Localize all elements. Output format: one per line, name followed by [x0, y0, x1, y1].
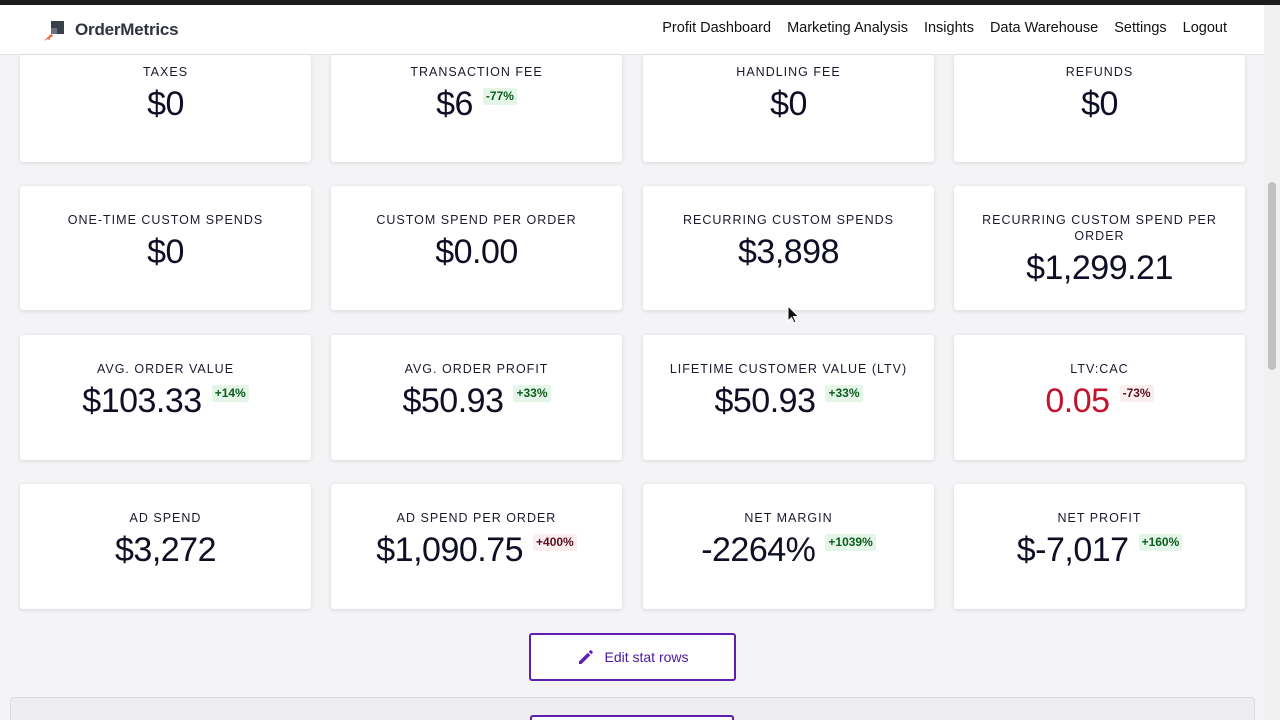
stat-card: Net Margin -2264% +1039%: [643, 484, 934, 609]
bottom-panel: [10, 697, 1255, 720]
stat-card: Avg. Order Profit $50.93 +33%: [331, 335, 622, 460]
stat-value-row: $3,898: [643, 232, 934, 272]
stat-card: Refunds $0: [954, 55, 1245, 162]
stat-change-badge: +400%: [533, 534, 577, 551]
main-nav: Profit Dashboard Marketing Analysis Insi…: [646, 20, 1227, 36]
stat-value: $1,299.21: [1026, 249, 1173, 287]
stat-label: Ad Spend Per Order: [396, 511, 557, 525]
stat-value: $0: [147, 85, 184, 123]
stat-value: $6: [436, 85, 473, 123]
edit-stat-rows-label: Edit stat rows: [604, 649, 689, 665]
stat-card: Taxes $0: [20, 55, 311, 162]
nav-profit-dashboard[interactable]: Profit Dashboard: [662, 20, 772, 36]
stat-label: Avg. Order Value: [96, 362, 235, 376]
stat-change-badge: -77%: [482, 88, 517, 105]
stat-card: Custom Spend Per Order $0.00: [331, 186, 622, 310]
stat-card: Ad Spend Per Order $1,090.75 +400%: [331, 484, 622, 609]
stat-value-row: 0.05 -73%: [954, 381, 1245, 421]
stat-value: $3,898: [738, 233, 840, 271]
stat-value-row: $50.93 +33%: [643, 381, 934, 421]
stat-value-row: $0: [954, 84, 1245, 124]
stat-label: Taxes: [142, 65, 189, 79]
stat-value: $-7,017: [1016, 531, 1129, 569]
stat-value: $1,090.75: [376, 531, 524, 569]
stat-value: $50.93: [402, 382, 504, 420]
bottom-panel-button[interactable]: [530, 715, 734, 720]
window-top-strip: [0, 0, 1280, 5]
stat-card: Recurring Custom Spends $3,898: [643, 186, 934, 310]
stat-value-row: -2264% +1039%: [643, 530, 934, 570]
brand-logo[interactable]: OrderMetrics: [42, 17, 179, 43]
pencil-icon: [579, 650, 594, 664]
stat-value: $103.33: [82, 382, 202, 420]
stat-card: Recurring Custom Spend Per Order $1,299.2…: [954, 186, 1245, 310]
stat-label: Custom Spend Per Order: [376, 213, 577, 227]
edit-stat-rows-button[interactable]: Edit stat rows: [529, 633, 736, 681]
stat-value-row: $103.33 +14%: [20, 381, 311, 421]
rocket-logo-icon: [44, 21, 64, 41]
stat-label: Net Profit: [1057, 511, 1142, 525]
stat-value-row: $0: [20, 84, 311, 124]
stat-card: LTV:CAC 0.05 -73%: [954, 335, 1245, 460]
scrollbar-thumb[interactable]: [1268, 182, 1276, 370]
stat-value: $0: [770, 85, 807, 123]
stat-card: Handling Fee $0: [643, 55, 934, 162]
stat-change-badge: +33%: [825, 385, 863, 402]
stat-change-badge: +160%: [1138, 534, 1183, 551]
stat-value: $50.93: [714, 382, 816, 420]
stat-value-row: $50.93 +33%: [331, 381, 622, 421]
stat-value: $0: [1081, 85, 1118, 123]
stat-label: Refunds: [1065, 65, 1134, 79]
stat-label: Ad Spend: [129, 511, 202, 525]
stat-label: Net Margin: [744, 511, 833, 525]
mouse-pointer-icon: [787, 305, 800, 324]
stat-label: One-Time Custom Spends: [67, 213, 264, 227]
stat-label: Recurring Custom Spend Per Order: [982, 213, 1217, 243]
nav-marketing-analysis[interactable]: Marketing Analysis: [787, 20, 908, 36]
stat-change-badge: -73%: [1119, 385, 1154, 402]
stat-value-row: $6 -77%: [331, 84, 622, 124]
stat-label: Transaction Fee: [410, 65, 543, 79]
stat-label: Avg. Order Profit: [404, 362, 549, 376]
stat-value-row: $1,090.75 +400%: [331, 530, 622, 570]
stat-change-badge: +1039%: [825, 534, 876, 551]
scrollbar[interactable]: [1264, 5, 1280, 720]
stat-value: -2264%: [701, 531, 816, 569]
stat-label: Recurring Custom Spends: [683, 213, 894, 227]
nav-data-warehouse[interactable]: Data Warehouse: [989, 20, 1099, 36]
stat-card: Ad Spend $3,272: [20, 484, 311, 609]
stat-card: Avg. Order Value $103.33 +14%: [20, 335, 311, 460]
stat-value-row: $3,272: [20, 530, 311, 570]
stat-value-row: $0: [643, 84, 934, 124]
stat-label: LTV:CAC: [1070, 362, 1129, 376]
stat-value-row: $0: [20, 232, 311, 272]
stat-card: One-Time Custom Spends $0: [20, 186, 311, 310]
stat-label: Handling Fee: [736, 65, 841, 79]
stat-value-row: $0.00: [331, 232, 622, 272]
stat-label: Lifetime Customer Value (LTV): [669, 362, 908, 376]
nav-logout[interactable]: Logout: [1182, 20, 1227, 36]
top-navbar: OrderMetrics Profit Dashboard Marketing …: [0, 5, 1264, 55]
stat-card: Lifetime Customer Value (LTV) $50.93 +33%: [643, 335, 934, 460]
stat-value-row: $-7,017 +160%: [954, 530, 1245, 570]
stat-value-row: $1,299.21: [954, 248, 1245, 288]
brand-name: OrderMetrics: [75, 20, 179, 39]
stat-value: 0.05: [1045, 382, 1110, 420]
stat-change-badge: +14%: [211, 385, 249, 402]
stat-card: Transaction Fee $6 -77%: [331, 55, 622, 162]
stat-change-badge: +33%: [513, 385, 551, 402]
stat-value: $0.00: [435, 233, 518, 271]
nav-insights[interactable]: Insights: [923, 20, 974, 36]
stat-value: $0: [147, 233, 184, 271]
nav-settings[interactable]: Settings: [1114, 20, 1167, 36]
stat-card: Net Profit $-7,017 +160%: [954, 484, 1245, 609]
stat-value: $3,272: [115, 531, 217, 569]
